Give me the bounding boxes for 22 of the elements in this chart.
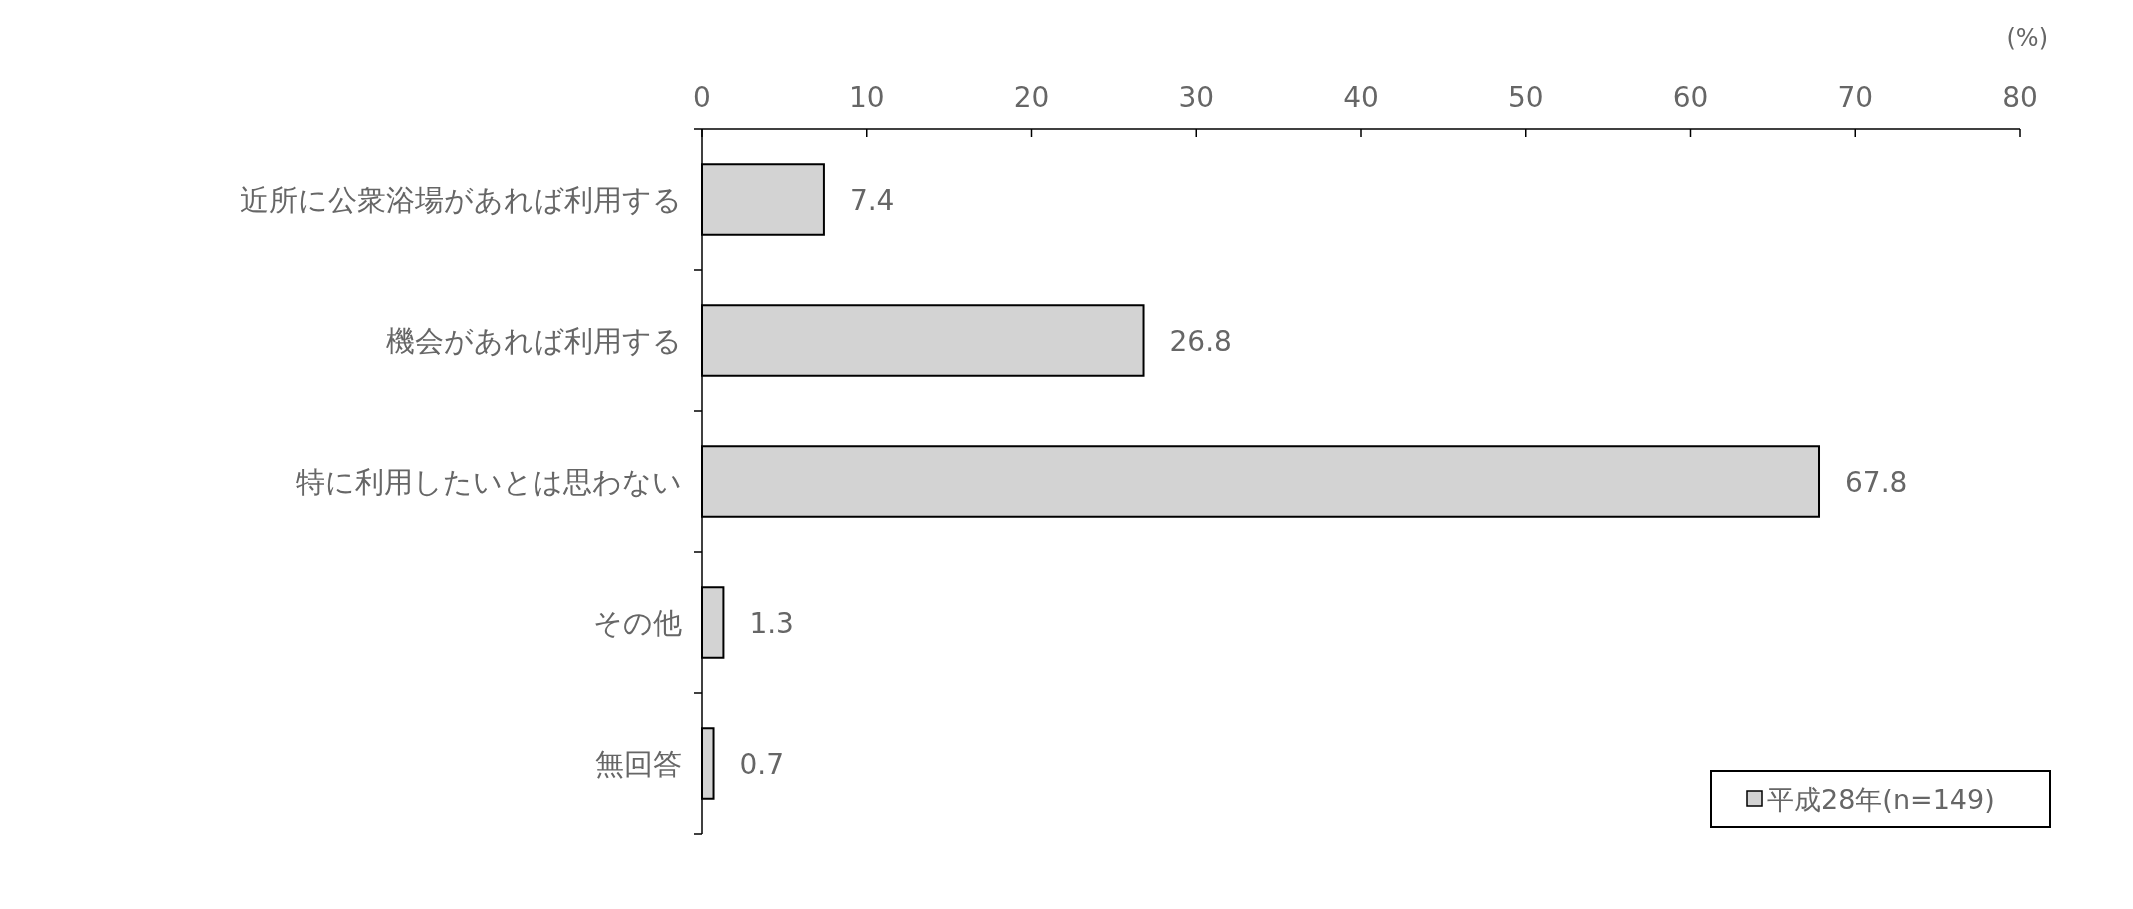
x-tick-label: 50 [1507,81,1544,114]
data-label: 67.8 [1845,465,1908,499]
x-tick-label: 10 [848,81,885,114]
x-tick-label: 60 [1672,81,1709,114]
y-tick-label: 特に利用したいとは思わない [296,464,682,499]
x-tick-label: 70 [1837,81,1874,114]
y-tick-label: 機会があれば利用する [386,323,682,358]
y-tick-label: その他 [593,605,682,640]
data-label: 0.7 [739,747,785,781]
data-label: 26.8 [1169,324,1232,358]
text: (%) [2006,24,2048,52]
y-tick-label: 近所に公衆浴場があれば利用する [240,182,682,217]
x-tick-label: 0 [693,81,711,114]
legend-label: 平成28年(n=149) [1767,784,1995,815]
x-tick-label: 80 [2002,81,2038,114]
data-label: 1.3 [749,606,794,640]
y-tick-label: 無回答 [595,746,682,781]
x-tick-label: 20 [1013,81,1050,114]
x-tick-label: 30 [1178,81,1215,114]
data-label: 7.4 [849,183,895,217]
legend: 平成28年(n=149) [1710,770,2051,828]
x-tick-label: 40 [1343,81,1379,114]
